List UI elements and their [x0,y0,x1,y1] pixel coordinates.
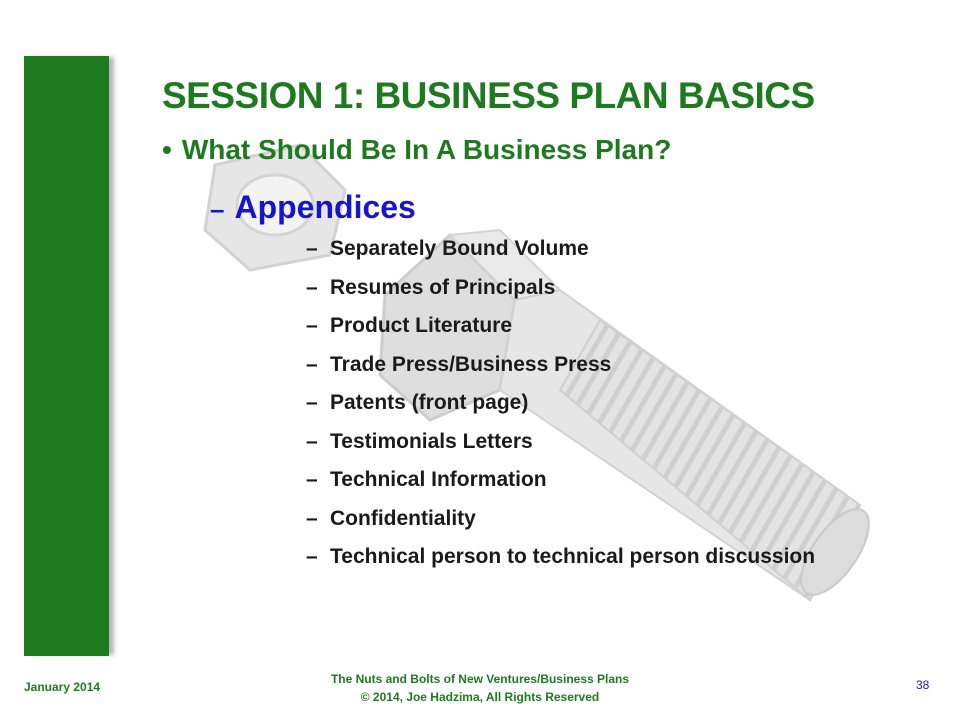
list-item: – Product Literature [306,310,815,349]
dash-icon: – [306,314,318,337]
dash-icon: – [306,468,318,491]
section-heading: – Appendices [210,187,416,229]
appendix-item-list: – Separately Bound Volume – Resumes of Pri… [306,233,815,580]
list-item-text: Confidentiality [330,506,476,530]
bolt-shank-shape [498,288,870,602]
list-item-text: Trade Press/Business Press [330,352,612,376]
dash-icon: – [306,391,318,414]
list-item-text: Testimonials Letters [330,429,533,453]
section-heading-text: Appendices [234,189,416,225]
list-item: – Confidentiality [306,503,815,542]
list-item-text: Technical Information [330,468,547,491]
list-item-text: Separately Bound Volume [330,237,589,260]
list-item: – Separately Bound Volume [306,233,815,272]
dash-icon: – [306,237,318,260]
dash-icon: – [306,429,318,453]
dash-icon: – [306,506,318,530]
subtitle-text: What Should Be In A Business Plan? [181,134,672,165]
list-item: – Resumes of Principals [306,272,815,311]
footer-credits: The Nuts and Bolts of New Ventures/Busin… [280,670,680,706]
list-item: – Patents (front page) [306,387,815,426]
dash-icon: – [306,545,318,568]
list-item: – Testimonials Letters [306,426,815,465]
list-item-text: Technical person to technical person dis… [330,545,816,568]
footer-course-title: The Nuts and Bolts of New Ventures/Busin… [330,672,630,686]
dash-icon: – [306,275,318,299]
list-item: – Trade Press/Business Press [306,349,815,388]
page-number: 38 [916,678,930,692]
dash-icon: – [210,194,225,224]
bullet-icon: • [162,134,172,165]
footer-date: January 2014 [24,680,101,694]
list-item: – Technical Information [306,464,815,503]
dash-icon: – [306,352,318,376]
list-item-text: Patents (front page) [330,391,529,414]
green-side-bar [24,56,109,656]
list-item-text: Resumes of Principals [330,275,556,299]
nut-shape [203,143,347,272]
footer-copyright: © 2014, Joe Hadzima, All Rights Reserved [360,690,600,704]
slide-title: SESSION 1: BUSINESS PLAN BASICS [162,75,815,116]
list-item: – Technical person to technical person di… [306,541,815,580]
subtitle-line: • What Should Be In A Business Plan? [162,132,671,168]
bolt-head-shape [378,228,562,422]
list-item-text: Product Literature [330,314,513,337]
